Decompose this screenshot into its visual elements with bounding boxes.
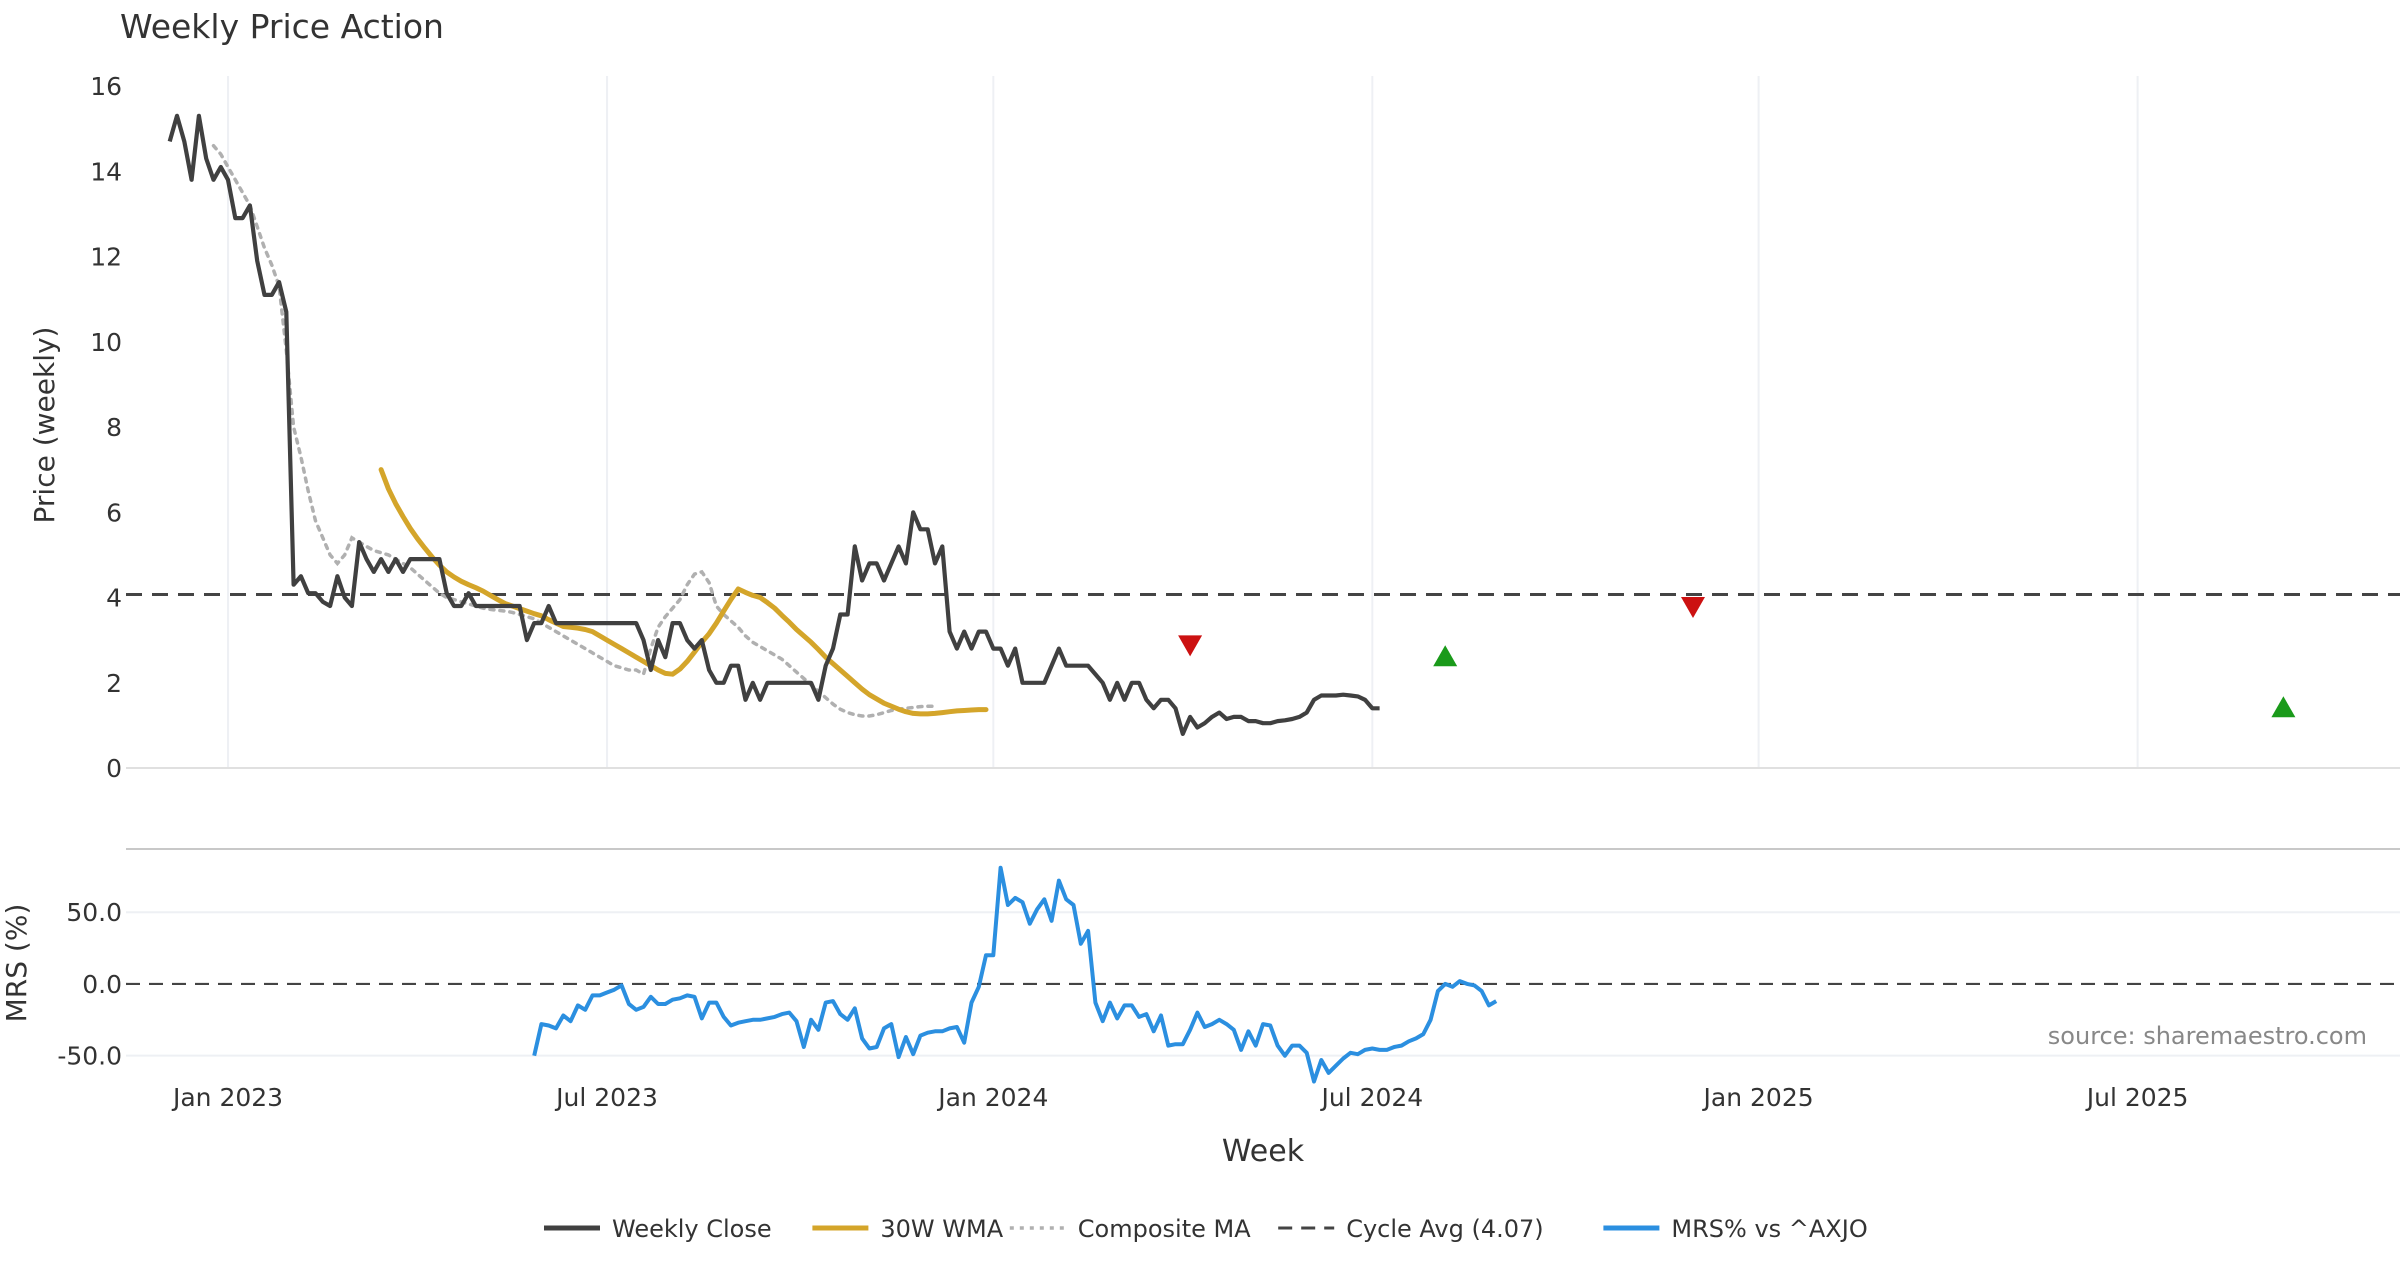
- legend-label: Cycle Avg (4.07): [1346, 1215, 1543, 1243]
- price-axis-label: Price (weekly): [28, 327, 61, 524]
- chart-title: Weekly Price Action: [120, 7, 444, 46]
- buy-signal-marker: [1433, 645, 1458, 667]
- source-note: source: sharemaestro.com: [2048, 1022, 2367, 1050]
- sell-signal-marker: [1681, 597, 1705, 618]
- legend-label: MRS% vs ^AXJO: [1671, 1215, 1867, 1243]
- weekly-close-line: [167, 113, 1380, 736]
- price-y-tick-label: 12: [90, 243, 122, 272]
- legend: Weekly Close 30W WMA Composite MA Cycle Avg…: [544, 1215, 1868, 1243]
- sell-signal-marker: [1178, 635, 1203, 657]
- price-y-tick-label: 2: [106, 669, 122, 698]
- x-tick-label: Jan 2023: [171, 1083, 283, 1112]
- mrs-line: [532, 865, 1498, 1084]
- price-y-tick-label: 0: [106, 754, 122, 783]
- x-axis-label: Week: [1222, 1134, 1305, 1169]
- price-gridlines: [227, 76, 2139, 768]
- price-y-ticks: 0 2 4 6 8 10 12 14 16: [90, 72, 122, 783]
- mrs-y-tick-label: 0.0: [82, 970, 122, 999]
- x-tick-label: Jan 2024: [936, 1083, 1048, 1112]
- x-tick-label: Jul 2023: [554, 1083, 658, 1112]
- x-ticks: Jan 2023 Jul 2023 Jan 2024 Jul 2024 Jan 2025…: [171, 1083, 2188, 1112]
- price-y-tick-label: 4: [106, 584, 122, 613]
- mrs-y-tick-label: -50.0: [57, 1042, 122, 1071]
- legend-label: Composite MA: [1078, 1215, 1251, 1243]
- price-y-tick-label: 8: [106, 413, 122, 442]
- x-tick-label: Jul 2025: [2085, 1083, 2189, 1112]
- signal-markers: [1178, 597, 2296, 718]
- price-y-tick-label: 16: [90, 72, 122, 101]
- x-tick-label: Jan 2025: [1702, 1083, 1814, 1112]
- x-tick-label: Jul 2024: [1319, 1083, 1423, 1112]
- legend-label: 30W WMA: [880, 1215, 1003, 1243]
- mrs-axis-label: MRS (%): [0, 904, 33, 1023]
- legend-label: Weekly Close: [612, 1215, 772, 1243]
- composite-ma-line: [211, 143, 937, 718]
- price-y-tick-label: 14: [90, 157, 122, 186]
- buy-signal-marker: [2271, 696, 2296, 718]
- mrs-y-ticks: -50.0 0.0 50.0: [57, 898, 122, 1070]
- price-y-tick-label: 6: [106, 498, 122, 527]
- mrs-gridlines: [126, 911, 2400, 1057]
- price-y-tick-label: 10: [90, 328, 122, 357]
- wma-30w-line: [378, 467, 989, 717]
- mrs-y-tick-label: 50.0: [66, 898, 122, 927]
- series-layer: [126, 113, 2400, 1084]
